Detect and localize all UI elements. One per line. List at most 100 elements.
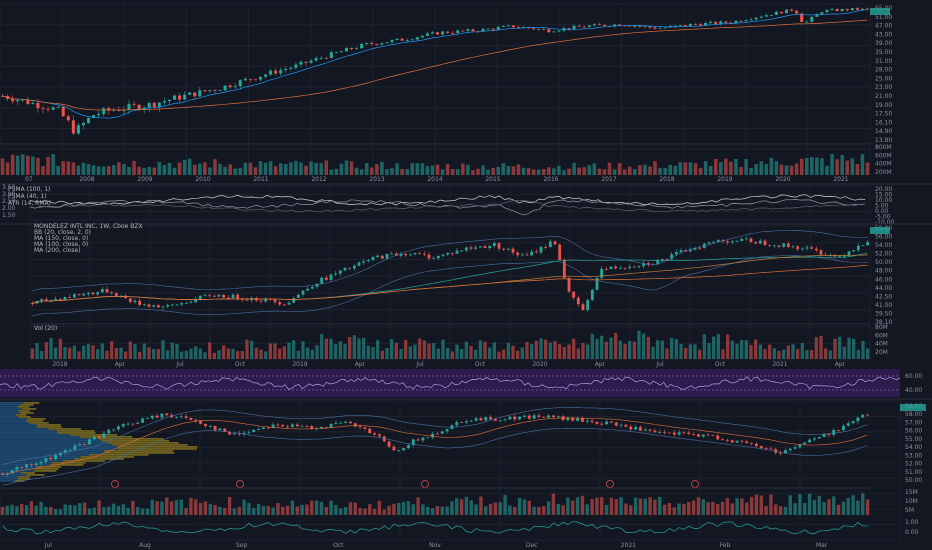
daily-volume-bar [237,506,241,515]
weekly-candle [441,254,445,256]
monthly-volume-bar [799,158,804,175]
daily-volume-bar [629,505,633,515]
weekly-candle [371,257,375,260]
weekly-candle [516,252,520,256]
weekly-candle [96,292,100,295]
monthly-volume-bar [592,163,597,175]
weekly-price-tick-label: 38.10 [875,319,892,326]
weekly-candle [264,298,268,302]
daily-volume-bar [474,504,478,515]
daily-volume-bar [691,500,696,515]
daily-candle [460,422,464,423]
daily-volume-bar [759,495,763,515]
daily-candle [25,464,29,468]
weekly-candle [287,302,291,305]
daily-volume-bar [203,501,208,515]
monthly-volume-bar [289,162,293,175]
weekly-volume-bar [128,341,132,359]
weekly-volume-bar [460,348,464,359]
monthly-volume-bar [238,168,243,175]
volume-profile-bar [0,456,81,458]
volume-profile-bar [0,470,34,472]
monthly-volume-bar [729,161,733,175]
weekly-candle [758,240,762,244]
weekly-candle [156,305,160,308]
daily-candle [595,422,599,424]
monthly-volume-tick-label: 800M [875,144,892,151]
weekly-x-tick-label: 2021 [772,361,787,368]
daily-volume-bar [856,500,860,515]
monthly-volume-bar [400,169,404,175]
volume-profile-bar [36,426,62,428]
monthly-candle [203,90,207,92]
monthly-volume-bar [668,164,672,175]
event-marker-icon [691,480,699,488]
daily-candle [474,418,478,421]
daily-candle [547,415,551,418]
monthly-volume-bar [658,168,662,175]
monthly-volume-bar [344,160,349,175]
monthly-x-tick-label: 2008 [79,176,94,183]
monthly-volume-bar [10,154,15,175]
daily-candle [126,423,130,425]
weekly-volume-tick-label: 60M [875,332,888,339]
daily-candle [136,422,140,424]
daily-candle [764,448,768,449]
daily-volume-bar [87,508,92,515]
daily-volume-bar [102,507,106,515]
monthly-volume-bar [779,164,784,175]
monthly-candle [451,32,455,34]
monthly-volume-bar [354,167,359,175]
weekly-candle [600,268,604,278]
monthly-volume-bar [31,156,35,175]
weekly-candle [413,253,417,255]
weekly-volume-bar [506,342,510,359]
daily-x-tick-label: Aug [139,542,151,549]
weekly-volume-bar [651,346,655,359]
weekly-candle [231,294,235,299]
daily-volume-bar [256,503,261,515]
daily-candle [846,423,850,426]
monthly-volume-bar [825,165,829,175]
daily-volume-bar [672,507,676,515]
monthly-volume-bar [167,162,172,175]
monthly-candle [699,24,703,26]
weekly-candle [726,241,730,243]
weekly-candle [782,243,786,247]
daily-volume-bar [242,499,246,515]
weekly-candle [642,262,646,267]
monthly-volume-bar [845,160,850,175]
monthly-volume-bar [299,162,303,175]
monthly-candle [860,8,864,10]
daily-candle [672,432,676,435]
monthly-volume-bar [66,161,71,175]
weekly-volume-bar [306,347,310,359]
daily-candle [155,415,159,418]
indicator-left-tick-label: 2.50 [2,198,16,205]
weekly-volume-bar [721,349,725,359]
volume-profile-bar [0,480,15,482]
weekly-candle [618,267,622,269]
weekly-volume-bar [632,341,636,359]
weekly-candle [800,248,804,250]
weekly-volume-bar [371,346,375,359]
daily-volume-bar [614,499,618,515]
weekly-candle [525,254,529,256]
daily-volume-bar [68,504,72,515]
daily-volume-bar [861,493,865,515]
monthly-candle [122,109,126,111]
weekly-candle [310,286,314,289]
daily-candle [484,417,488,421]
daily-volume-bar [271,507,275,515]
monthly-candle [107,108,111,111]
monthly-volume-bar [203,162,207,175]
weekly-volume-bar [492,342,496,359]
monthly-volume-bar [643,164,647,175]
weekly-candle [670,254,674,260]
weekly-candle [366,259,370,262]
weekly-volume-tick-label: 80M [875,324,888,331]
weekly-volume-bar [674,338,678,359]
daily-volume-bar [131,500,135,515]
daily-volume-bar [314,500,319,515]
